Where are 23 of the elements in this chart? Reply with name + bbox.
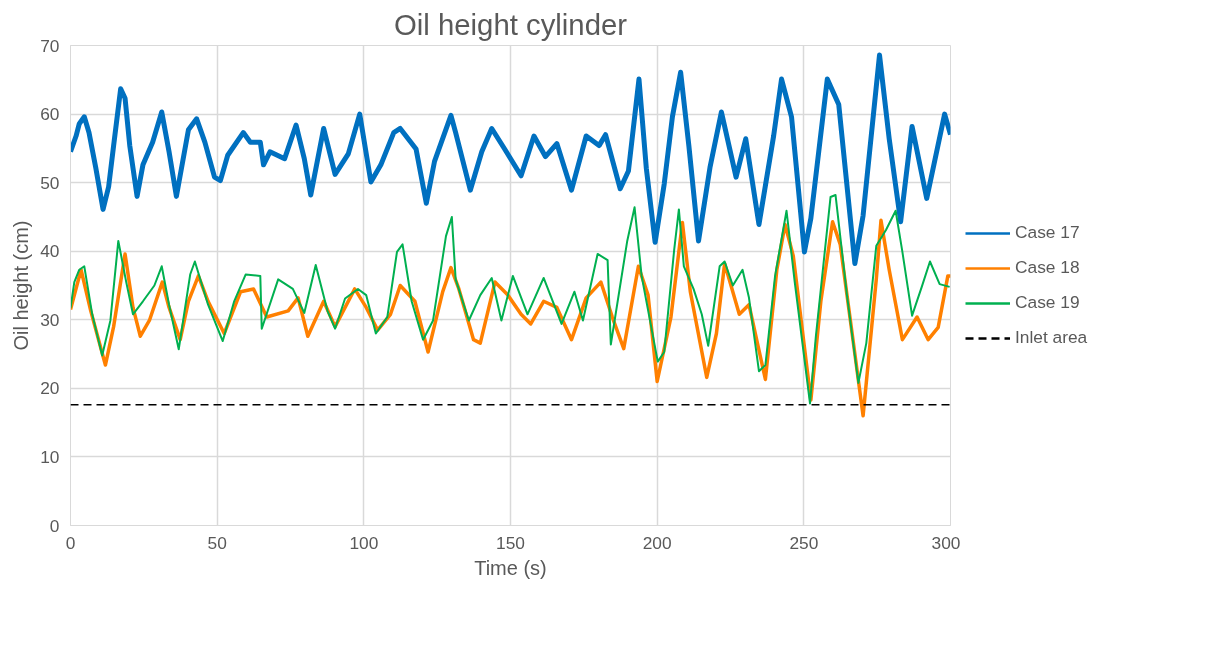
y-tick-label: 30 (40, 309, 60, 330)
x-tick-label: 100 (349, 532, 379, 553)
y-axis-title: Oil height (cm) (10, 220, 33, 351)
legend-label: Case 18 (1015, 257, 1080, 278)
x-tick-label: 250 (789, 532, 819, 553)
x-tick-label: 50 (207, 532, 227, 553)
x-axis-title: Time (s) (474, 556, 547, 579)
y-tick-label: 0 (49, 515, 60, 536)
chart-title: Oil height cylinder (393, 7, 628, 41)
x-tick-label: 200 (642, 532, 672, 553)
x-tick-label: 300 (931, 532, 961, 553)
y-tick-label: 40 (40, 241, 60, 262)
y-tick-label: 60 (40, 104, 60, 125)
y-tick-label: 70 (40, 35, 60, 56)
y-tick-label: 50 (40, 172, 60, 193)
y-tick-label: 20 (40, 378, 60, 399)
legend-label: Case 17 (1015, 222, 1080, 243)
line-series (70, 193, 951, 405)
x-tick-label: 150 (496, 532, 525, 553)
legend-label: Case 19 (1015, 292, 1080, 313)
legend-label: Inlet area (1015, 327, 1088, 348)
x-tick-label: 0 (65, 532, 76, 553)
y-tick-label: 10 (40, 446, 60, 467)
